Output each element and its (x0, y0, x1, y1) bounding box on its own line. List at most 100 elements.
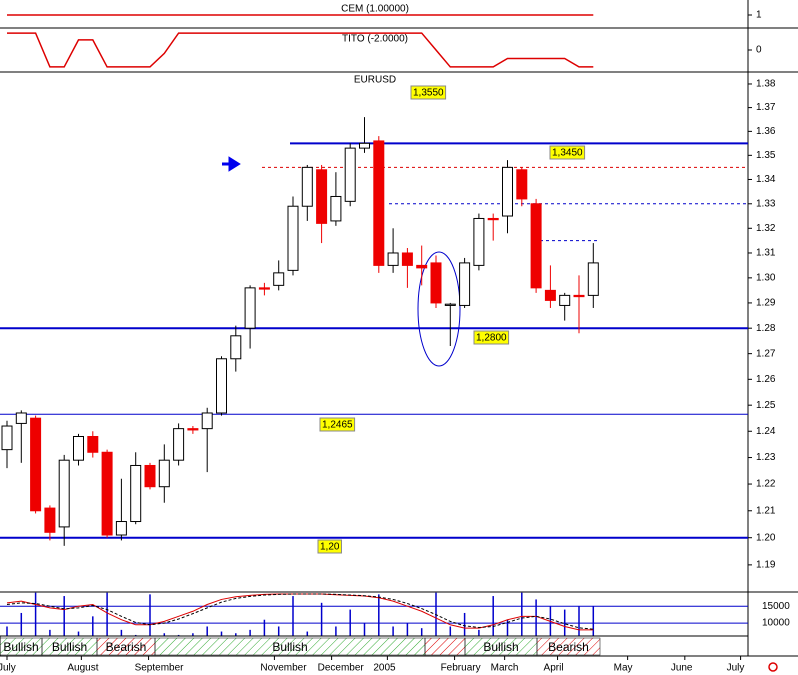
candle-body (330, 195, 342, 222)
y-tick-label: 1.22 (756, 479, 776, 490)
level-label-box (549, 145, 586, 160)
level-label-box (319, 417, 356, 432)
level-label: 1,2465 (322, 420, 353, 431)
y-tick-label: 1.23 (756, 452, 776, 463)
candle-body (58, 459, 70, 528)
x-tick-label: June (671, 663, 693, 674)
candle-body (516, 169, 528, 200)
y-tick-label: 1 (756, 10, 762, 21)
y-tick-label: 1.20 (756, 532, 776, 543)
y-tick-label: 10000 (762, 618, 790, 629)
y-tick-label: 1.36 (756, 126, 776, 137)
candle-body (101, 451, 113, 536)
candle-body (487, 217, 499, 221)
x-tick-label: May (614, 663, 633, 674)
candle-body (201, 412, 213, 430)
candle-body (87, 435, 99, 453)
y-tick-label: 0 (756, 45, 762, 56)
candle-body (359, 142, 370, 149)
y-tick-label: 1.24 (756, 426, 776, 437)
candle-body (15, 412, 27, 424)
level-label-box (473, 330, 510, 345)
x-tick-label: February (441, 663, 481, 674)
x-tick-label: November (260, 663, 307, 674)
candle-body (573, 294, 585, 298)
candle-body (316, 169, 328, 224)
candle-body (473, 217, 485, 266)
candle-body (130, 464, 142, 523)
x-tick-label: April (544, 663, 564, 674)
x-tick-label: March (491, 663, 519, 674)
y-tick-label: 1.33 (756, 198, 776, 209)
candle-body (30, 417, 42, 512)
chart-title: EURUSD (354, 75, 396, 86)
y-tick-label: 1.37 (756, 102, 776, 113)
x-tick-label: 2005 (373, 663, 396, 674)
regime-label: Bearish (548, 640, 589, 654)
x-tick-label: July (727, 663, 745, 674)
y-tick-label: 1.19 (756, 560, 776, 571)
candle-body (544, 289, 556, 301)
regime-label: Bullish (272, 640, 307, 654)
level-label: 1,2800 (476, 333, 507, 344)
icon (768, 662, 778, 672)
cem-title: CEM (1.00000) (341, 4, 409, 15)
candle-body (273, 272, 285, 286)
candle-body (287, 205, 299, 271)
y-tick-label: 1.32 (756, 223, 776, 234)
candle-body (530, 203, 542, 289)
tito-title: TITO (-2.0000) (342, 34, 408, 45)
y-tick-label: 1.29 (756, 298, 776, 309)
candle-body (216, 358, 227, 414)
candle-body (1, 425, 13, 451)
y-tick-label: 1.31 (756, 248, 776, 259)
candle-body (301, 166, 313, 207)
candle-body (158, 459, 170, 488)
candle-body (401, 252, 413, 266)
candle-body (115, 521, 127, 536)
candle-body (430, 262, 442, 304)
candle-body (230, 335, 242, 360)
x-tick-label: August (67, 663, 98, 674)
candle-body (344, 147, 356, 202)
y-tick-label: 15000 (762, 601, 790, 612)
candle-body (173, 428, 185, 461)
candle-body (502, 166, 513, 217)
y-tick-label: 1.38 (756, 79, 776, 90)
y-tick-label: 1.21 (756, 505, 776, 516)
ellipse (417, 251, 461, 367)
regime-label: Bearish (106, 640, 147, 654)
candle-body (258, 287, 270, 290)
regime-band (536, 637, 601, 656)
y-tick-label: 1.34 (756, 174, 776, 185)
y-tick-label: 1.30 (756, 272, 776, 283)
candle-body (73, 435, 84, 461)
candle-body (187, 428, 199, 431)
candle-body (416, 264, 428, 269)
y-tick-label: 1.28 (756, 323, 776, 334)
y-tick-label: 1.25 (756, 400, 776, 411)
regime-label: Bullish (3, 640, 38, 654)
volume-average (6, 593, 594, 630)
candle-body (373, 140, 385, 266)
regime-band (424, 637, 466, 656)
candle-body (444, 303, 456, 306)
candle-body (587, 262, 599, 296)
x-tick-label: September (135, 663, 185, 674)
candle-body (459, 262, 471, 306)
level-label: 1,20 (320, 542, 340, 553)
level-label-box (317, 539, 342, 554)
arrow (222, 156, 241, 172)
candle-body (144, 464, 156, 488)
regime-label: Bullish (52, 640, 87, 654)
y-tick-label: 1.35 (756, 150, 776, 161)
level-label: 1,3450 (552, 148, 583, 159)
y-tick-label: 1.26 (756, 374, 776, 385)
level-label-box (410, 85, 447, 100)
x-tick-label: July (0, 663, 16, 674)
candle-body (244, 287, 256, 329)
candle-body (44, 507, 56, 533)
regime-label: Bullish (483, 640, 518, 654)
